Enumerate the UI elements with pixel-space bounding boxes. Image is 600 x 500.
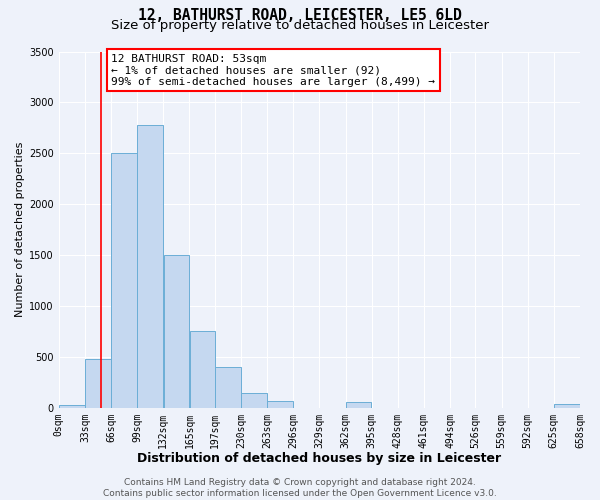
Bar	[215, 367, 241, 408]
Y-axis label: Number of detached properties: Number of detached properties	[15, 142, 25, 318]
Bar	[241, 393, 267, 407]
Bar	[137, 125, 163, 408]
Bar	[85, 359, 111, 408]
Bar	[59, 404, 85, 407]
Text: 12, BATHURST ROAD, LEICESTER, LE5 6LD: 12, BATHURST ROAD, LEICESTER, LE5 6LD	[138, 8, 462, 22]
Bar	[190, 332, 215, 407]
X-axis label: Distribution of detached houses by size in Leicester: Distribution of detached houses by size …	[137, 452, 502, 465]
Text: Contains HM Land Registry data © Crown copyright and database right 2024.
Contai: Contains HM Land Registry data © Crown c…	[103, 478, 497, 498]
Text: 12 BATHURST ROAD: 53sqm
← 1% of detached houses are smaller (92)
99% of semi-det: 12 BATHURST ROAD: 53sqm ← 1% of detached…	[111, 54, 435, 86]
Bar	[111, 154, 137, 408]
Bar	[554, 404, 580, 407]
Bar	[164, 255, 189, 408]
Text: Size of property relative to detached houses in Leicester: Size of property relative to detached ho…	[111, 19, 489, 32]
Bar	[268, 400, 293, 407]
Bar	[346, 402, 371, 407]
